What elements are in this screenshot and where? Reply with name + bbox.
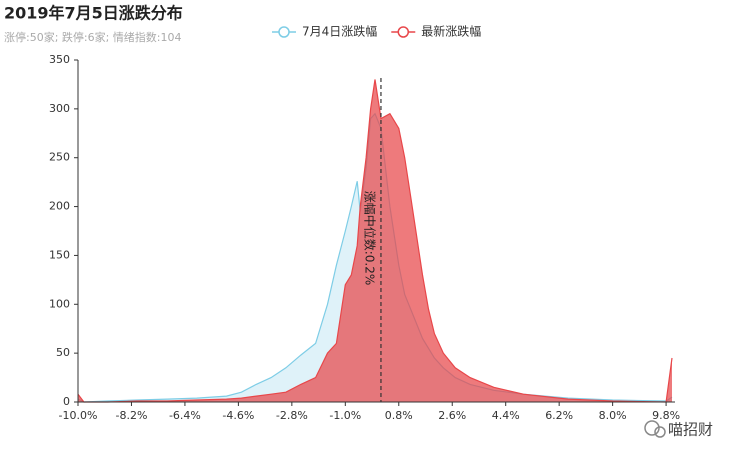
watermark: 喵招财 — [668, 421, 713, 439]
y-tick-label: 150 — [49, 248, 70, 261]
legend-label: 最新涨跌幅 — [421, 24, 481, 39]
legend-marker — [278, 26, 290, 38]
y-tick-label: 350 — [49, 53, 70, 66]
y-tick-label: 200 — [49, 200, 70, 213]
chart-subtitle: 涨停:50家; 跌停:6家; 情绪指数:104 — [4, 30, 182, 44]
y-tick-label: 100 — [49, 297, 70, 310]
x-tick-label: 9.8% — [652, 409, 680, 422]
x-tick-label: 6.2% — [545, 409, 573, 422]
y-tick-label: 250 — [49, 151, 70, 164]
chart-title: 2019年7月5日涨跌分布 — [4, 4, 183, 23]
x-tick-label: -1.0% — [329, 409, 361, 422]
x-tick-label: 0.8% — [385, 409, 413, 422]
x-tick-label: -2.8% — [276, 409, 308, 422]
y-tick-label: 0 — [63, 395, 70, 408]
legend-item[interactable]: 最新涨跌幅 — [391, 24, 481, 39]
legend-item[interactable]: 7月4日涨跌幅 — [272, 24, 377, 39]
line — [77, 79, 673, 403]
legend-label: 7月4日涨跌幅 — [302, 24, 377, 39]
x-tick-label: -6.4% — [169, 409, 201, 422]
legend-marker — [397, 26, 410, 38]
area — [78, 79, 672, 402]
x-tick-label: -8.2% — [116, 409, 148, 422]
y-tick-label: 50 — [56, 346, 70, 359]
x-tick-label: 4.4% — [492, 409, 520, 422]
x-tick-label: 8.0% — [599, 409, 627, 422]
median-label: 涨幅中位数:0.2% — [362, 191, 377, 286]
watermark-icon — [644, 420, 666, 438]
x-tick-label: -10.0% — [59, 409, 98, 422]
x-tick-label: -4.6% — [222, 409, 254, 422]
y-tick-label: 300 — [49, 102, 70, 115]
x-tick-label: 2.6% — [438, 409, 466, 422]
